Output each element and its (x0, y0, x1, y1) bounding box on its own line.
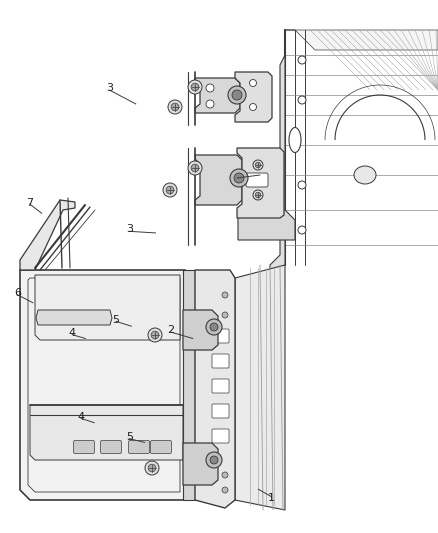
Circle shape (250, 103, 257, 110)
Circle shape (171, 103, 179, 111)
Polygon shape (285, 30, 438, 50)
Circle shape (166, 186, 174, 194)
Polygon shape (20, 270, 185, 500)
Polygon shape (35, 275, 180, 340)
Circle shape (228, 86, 246, 104)
FancyBboxPatch shape (246, 173, 268, 187)
Ellipse shape (289, 127, 301, 152)
Text: 2: 2 (167, 326, 174, 335)
Text: 5: 5 (126, 432, 133, 442)
Polygon shape (195, 270, 235, 508)
Circle shape (232, 90, 242, 100)
Circle shape (210, 323, 218, 331)
Ellipse shape (354, 166, 376, 184)
Circle shape (151, 331, 159, 339)
Circle shape (206, 84, 214, 92)
FancyBboxPatch shape (74, 440, 95, 454)
Polygon shape (20, 200, 75, 270)
Circle shape (191, 83, 199, 91)
Circle shape (222, 472, 228, 478)
FancyBboxPatch shape (212, 354, 229, 368)
FancyBboxPatch shape (212, 429, 229, 443)
Circle shape (206, 100, 214, 108)
Circle shape (298, 226, 306, 234)
Circle shape (206, 319, 222, 335)
Circle shape (188, 161, 202, 175)
Text: 6: 6 (14, 288, 21, 298)
Polygon shape (237, 148, 284, 218)
Circle shape (163, 183, 177, 197)
Text: 5: 5 (113, 315, 120, 325)
Circle shape (255, 192, 261, 198)
Polygon shape (270, 55, 285, 280)
Circle shape (298, 181, 306, 189)
Polygon shape (195, 155, 242, 205)
Polygon shape (183, 443, 218, 485)
Text: 7: 7 (26, 198, 33, 207)
Polygon shape (36, 310, 112, 325)
Circle shape (188, 80, 202, 94)
Text: 3: 3 (106, 83, 113, 93)
Circle shape (298, 56, 306, 64)
Circle shape (145, 461, 159, 475)
Text: 4: 4 (69, 328, 76, 338)
FancyBboxPatch shape (212, 329, 229, 343)
Circle shape (222, 312, 228, 318)
FancyBboxPatch shape (212, 379, 229, 393)
FancyBboxPatch shape (151, 440, 172, 454)
Circle shape (250, 79, 257, 86)
Circle shape (210, 456, 218, 464)
Polygon shape (235, 72, 272, 122)
Circle shape (253, 190, 263, 200)
FancyBboxPatch shape (128, 440, 149, 454)
Circle shape (148, 464, 156, 472)
Polygon shape (195, 78, 240, 113)
FancyBboxPatch shape (212, 404, 229, 418)
FancyBboxPatch shape (100, 440, 121, 454)
Polygon shape (30, 405, 183, 460)
Circle shape (255, 162, 261, 168)
Polygon shape (235, 265, 285, 510)
Polygon shape (183, 310, 218, 350)
Circle shape (230, 169, 248, 187)
Polygon shape (183, 270, 195, 500)
Polygon shape (238, 210, 295, 240)
Circle shape (234, 173, 244, 183)
Circle shape (253, 160, 263, 170)
Circle shape (222, 292, 228, 298)
Text: 4: 4 (78, 412, 85, 422)
Circle shape (168, 100, 182, 114)
Text: 3: 3 (126, 224, 133, 234)
Circle shape (148, 328, 162, 342)
Circle shape (206, 452, 222, 468)
Circle shape (222, 487, 228, 493)
Circle shape (191, 164, 199, 172)
Text: 1: 1 (268, 494, 275, 503)
Circle shape (298, 96, 306, 104)
